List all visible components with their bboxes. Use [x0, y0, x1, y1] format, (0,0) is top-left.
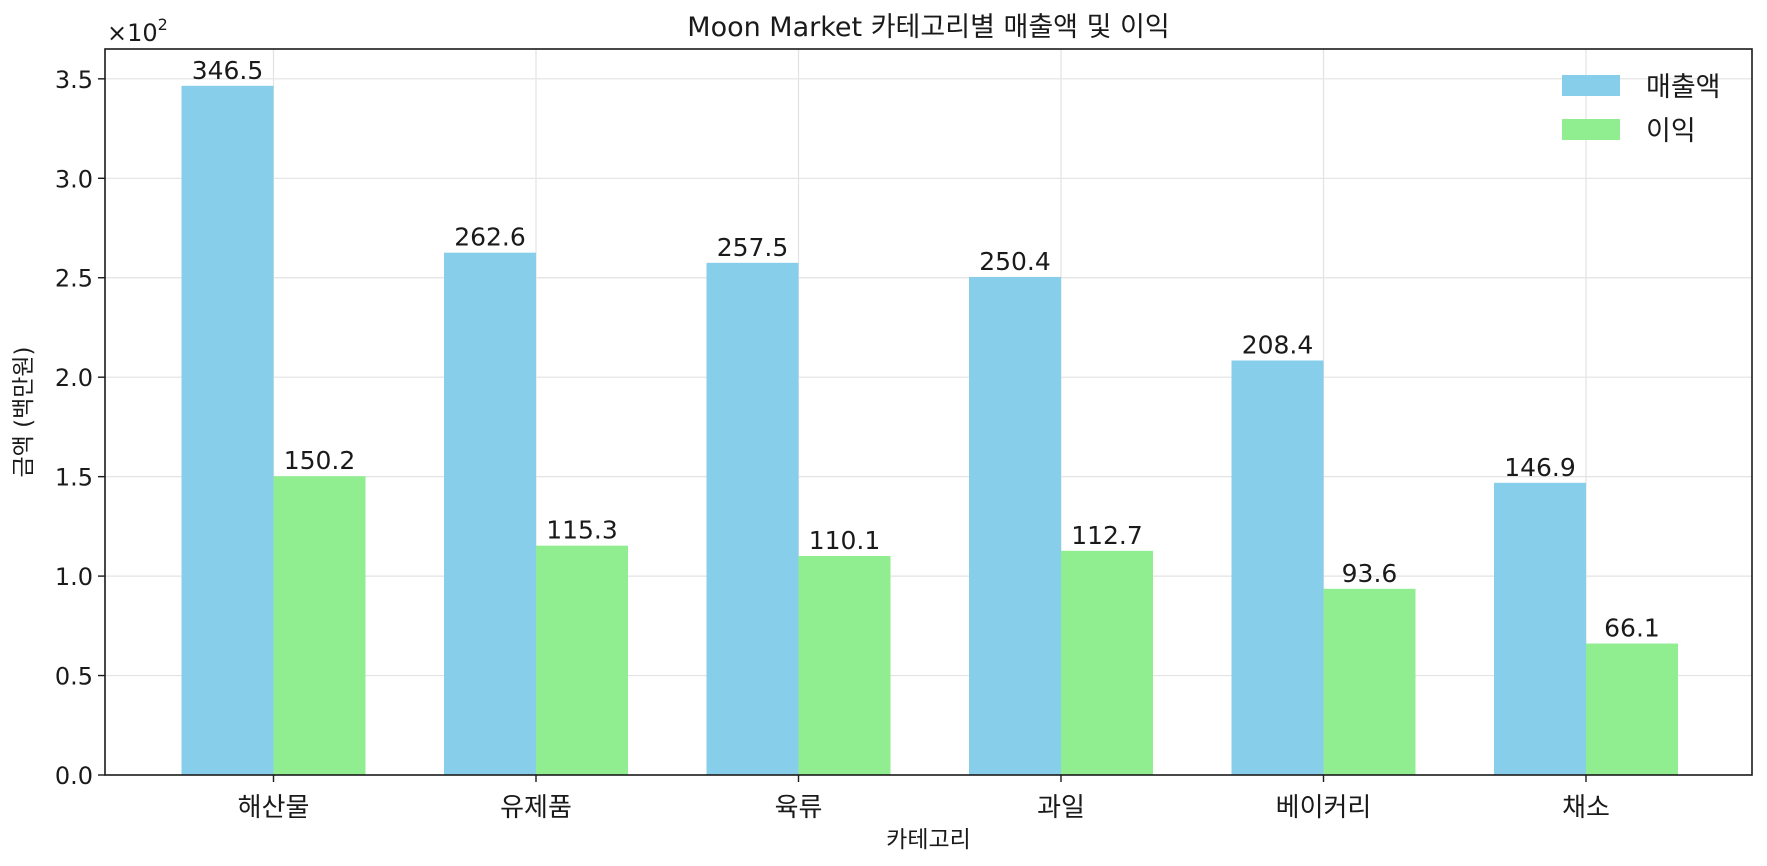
bar-profit	[798, 556, 891, 775]
data-label: 257.5	[717, 233, 789, 262]
legend-swatch	[1562, 119, 1620, 140]
x-tick-label: 유제품	[500, 793, 572, 823]
data-label: 115.3	[546, 516, 618, 545]
bar-revenue	[969, 276, 1061, 775]
data-label: 146.9	[1504, 453, 1576, 482]
y-tick-label: 1.5	[55, 464, 93, 492]
y-axis-multiplier-base: ×10	[107, 19, 158, 47]
y-tick-label: 1.0	[55, 563, 93, 591]
plot-frame	[104, 48, 1753, 776]
bar-revenue	[1231, 360, 1324, 775]
x-tick-label: 해산물	[238, 793, 310, 823]
bar-revenue	[444, 252, 536, 776]
bar-revenue	[1494, 482, 1586, 775]
data-label: 346.5	[192, 56, 264, 85]
data-labels: 346.5 150.2 262.6 115.3 257.5 110.1 250.4 112.7…	[192, 56, 1660, 643]
y-tick-label: 0.5	[55, 663, 93, 691]
legend-swatch	[1562, 75, 1620, 96]
x-tick-label: 육류	[775, 793, 823, 823]
legend-label: 이익	[1646, 116, 1696, 147]
x-tick-label: 채소	[1562, 793, 1610, 823]
x-axis-ticks: 해산물 유제품 육류 과일 베이커리 채소	[238, 775, 1610, 823]
bar-profit	[1323, 588, 1416, 775]
x-axis-title: 카테고리	[886, 827, 971, 853]
y-tick-label: 2.0	[55, 364, 93, 392]
data-label: 112.7	[1071, 521, 1143, 550]
data-label: 150.2	[284, 446, 356, 475]
bar-profit	[1586, 643, 1678, 775]
data-label: 93.6	[1342, 559, 1398, 588]
x-tick-label: 베이커리	[1276, 793, 1372, 823]
y-axis-title: 금액 (백만원)	[11, 346, 37, 477]
data-label: 66.1	[1604, 614, 1660, 643]
bar-profit	[273, 476, 366, 775]
y-axis-multiplier: ×102	[107, 15, 168, 47]
data-label: 262.6	[454, 223, 526, 252]
legend-label: 매출액	[1646, 72, 1721, 103]
data-label: 208.4	[1242, 330, 1314, 359]
data-label: 250.4	[979, 247, 1051, 276]
bar-profit	[1061, 550, 1153, 775]
y-tick-label: 2.5	[55, 265, 93, 293]
y-axis-ticks: 0.0 0.5 1.0 1.5 2.0 2.5 3.0 3.5	[55, 66, 105, 790]
y-tick-label: 3.5	[55, 66, 93, 94]
y-axis-multiplier-exponent: 2	[158, 15, 168, 34]
bar-profit	[536, 545, 628, 775]
y-tick-label: 3.0	[55, 165, 93, 193]
chart-title: Moon Market 카테고리별 매출액 및 이익	[687, 12, 1169, 43]
bar-revenue	[706, 262, 799, 776]
data-label: 110.1	[809, 526, 881, 555]
x-tick-label: 과일	[1037, 793, 1085, 823]
y-tick-label: 0.0	[55, 762, 93, 790]
bars	[181, 85, 1678, 776]
bar-revenue	[181, 85, 274, 776]
